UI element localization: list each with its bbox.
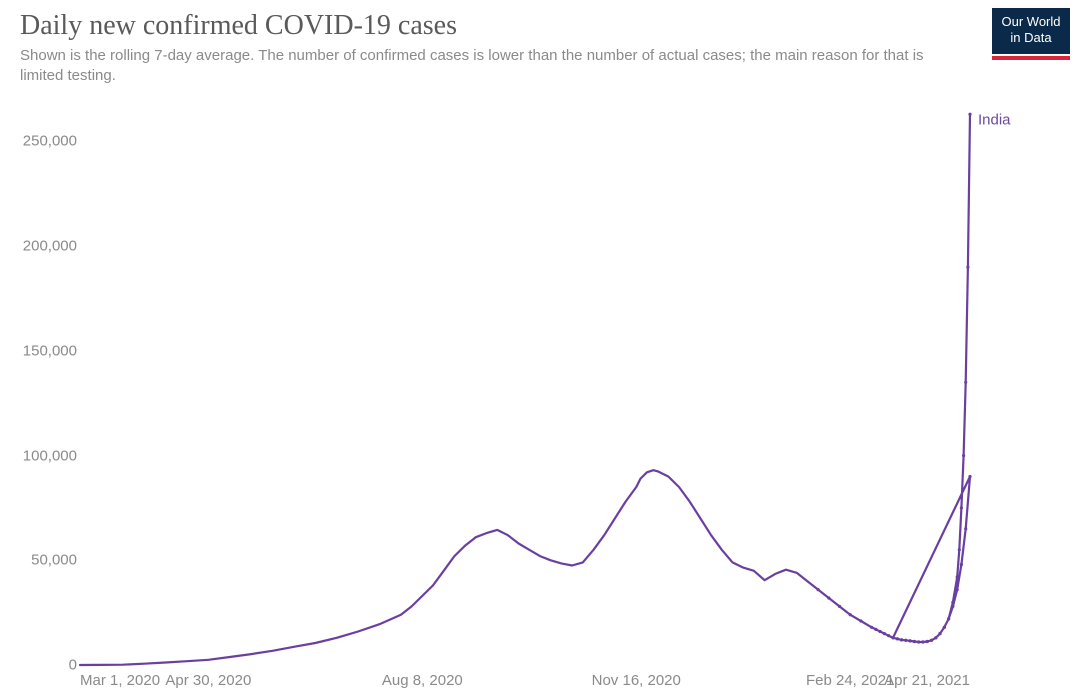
series-marker xyxy=(891,636,894,639)
x-tick-label: Apr 21, 2021 xyxy=(884,672,970,689)
series-marker xyxy=(859,619,862,622)
x-tick-label: Apr 30, 2020 xyxy=(165,672,251,689)
x-tick-label: Mar 1, 2020 xyxy=(80,672,160,689)
owid-logo-line1: Our World xyxy=(1002,14,1061,29)
series-marker xyxy=(900,638,903,641)
series-marker xyxy=(817,588,820,591)
series-marker xyxy=(879,630,882,633)
series-marker xyxy=(883,632,886,635)
chart-title: Daily new confirmed COVID-19 cases xyxy=(20,10,970,42)
chart-subtitle: Shown is the rolling 7-day average. The … xyxy=(20,46,970,87)
chart-area: 0 50,000 100,000 150,000 200,000 250,000 Mar 1… xyxy=(0,90,1080,699)
series-marker xyxy=(896,637,899,640)
y-tick-label: 0 xyxy=(7,657,77,674)
x-tick-label: Feb 24, 2021 xyxy=(806,672,894,689)
series-marker xyxy=(909,639,912,642)
series-marker xyxy=(964,527,967,530)
series-marker xyxy=(956,588,959,591)
y-tick-label: 250,000 xyxy=(7,133,77,150)
series-marker xyxy=(951,605,954,608)
series-marker xyxy=(874,628,877,631)
series-marker xyxy=(917,640,920,643)
series-marker xyxy=(926,640,929,643)
series-marker xyxy=(960,506,963,509)
chart-header: Daily new confirmed COVID-19 cases Shown… xyxy=(20,10,970,87)
series-marker xyxy=(938,632,941,635)
series-marker xyxy=(960,563,963,566)
series-marker xyxy=(849,613,852,616)
y-tick-label: 150,000 xyxy=(7,342,77,359)
owid-logo-box: Our World in Data xyxy=(992,8,1070,54)
series-marker xyxy=(962,454,965,457)
series-marker xyxy=(913,640,916,643)
series-marker xyxy=(958,548,961,551)
series-marker xyxy=(956,575,959,578)
y-tick-label: 200,000 xyxy=(7,238,77,255)
series-marker xyxy=(964,381,967,384)
y-tick-label: 50,000 xyxy=(7,552,77,569)
series-marker xyxy=(968,113,971,116)
series-marker xyxy=(943,626,946,629)
series-marker xyxy=(827,596,830,599)
series-marker xyxy=(887,634,890,637)
series-marker xyxy=(904,639,907,642)
series-marker xyxy=(951,601,954,604)
series-marker xyxy=(870,626,873,629)
owid-logo-line2: in Data xyxy=(1010,30,1051,45)
y-tick-label: 100,000 xyxy=(7,447,77,464)
series-marker xyxy=(930,639,933,642)
x-tick-label: Aug 8, 2020 xyxy=(382,672,463,689)
chart-svg xyxy=(0,90,1080,699)
series-marker xyxy=(968,475,971,478)
series-label-india: India xyxy=(978,112,1011,129)
series-line-india xyxy=(80,114,970,665)
series-marker xyxy=(921,640,924,643)
x-tick-label: Nov 16, 2020 xyxy=(592,672,681,689)
series-marker xyxy=(838,605,841,608)
series-marker xyxy=(934,636,937,639)
series-marker xyxy=(966,266,969,269)
owid-logo-underline xyxy=(992,56,1070,60)
owid-logo: Our World in Data xyxy=(992,8,1070,60)
series-marker xyxy=(947,617,950,620)
